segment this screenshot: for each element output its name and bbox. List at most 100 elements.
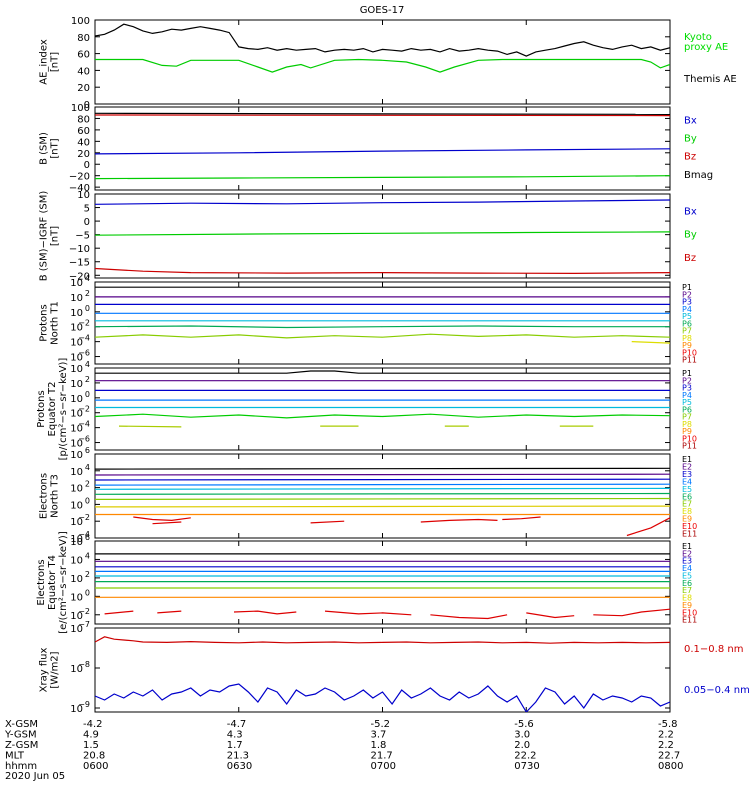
series-line-pn-7 (631, 341, 670, 344)
y-tick-exponent: −2 (78, 607, 90, 616)
legend-label-ee-9: E10 (682, 608, 697, 617)
y-tick-label: 10 (70, 394, 83, 405)
y-axis-label: Protons (36, 390, 47, 427)
y-tick-label: 100 (71, 103, 90, 114)
legend-label-pn-1: P2 (682, 290, 692, 299)
orbit-value: 21.7 (371, 751, 393, 762)
legend-label-en-7: E8 (682, 507, 692, 516)
series-line-en-11 (310, 520, 345, 524)
y-tick-exponent: 2 (85, 375, 90, 384)
y-tick-exponent: −9 (78, 700, 90, 709)
series-line-pn-5 (95, 325, 670, 329)
y-tick-exponent: −6 (78, 349, 90, 358)
legend-label-xr-1: 0.05−0.4 nm (684, 685, 750, 696)
y-tick-label: 10 (70, 555, 83, 566)
legend-label-en-4: E5 (682, 485, 692, 494)
orbit-value: 2.2 (658, 730, 674, 741)
series-line-bd-2 (95, 267, 670, 275)
panel-frame (94, 453, 671, 539)
series-line-en-2 (95, 478, 670, 481)
y-axis-label: Equator T2 (47, 382, 58, 437)
orbit-value: 4.3 (227, 730, 243, 741)
series-line-ee-11 (324, 610, 412, 616)
legend-label-b-3: Bmag (684, 170, 713, 181)
orbit-value: 20.8 (83, 751, 105, 762)
y-axis-label: [e/(cm²−s−sr−keV)] (58, 531, 69, 634)
chart-title: GOES-17 (360, 5, 405, 16)
series-line-b-2 (95, 148, 670, 155)
legend-label-ee-8: E9 (682, 601, 692, 610)
y-tick-exponent: 2 (85, 570, 90, 579)
legend-label-ee-4: E5 (682, 571, 692, 580)
orbit-value: -5.2 (371, 719, 391, 730)
y-tick-label: 10 (70, 517, 83, 528)
legend-label-b-1: By (684, 134, 697, 145)
y-tick-label: 0 (84, 217, 90, 228)
orbit-value: 0600 (83, 761, 108, 772)
panel-frame (94, 193, 671, 279)
orbit-value: 2.0 (514, 740, 530, 751)
series-line-en-13 (502, 516, 541, 521)
orbit-value: 1.8 (371, 740, 387, 751)
y-tick-label: 10 (70, 338, 83, 349)
orbit-value: 1.5 (83, 740, 99, 751)
orbit-value: 22.7 (658, 751, 680, 762)
series-line-en-12 (420, 518, 498, 523)
y-tick-label: 10 (70, 484, 83, 495)
series-line-pe-5 (95, 413, 670, 419)
y-tick-exponent: 6 (85, 533, 90, 542)
y-tick-exponent: −6 (78, 435, 90, 444)
legend-label-ee-1: E2 (682, 549, 692, 558)
y-axis-label: AE_index (39, 39, 50, 85)
y-tick-label: −40 (69, 183, 90, 194)
legend-label-pn-2: P3 (682, 298, 692, 307)
series-line-bd-0 (95, 199, 670, 205)
y-tick-exponent: 4 (85, 274, 90, 283)
series-line-ae-0 (95, 23, 670, 57)
y-tick-label: 10 (70, 308, 83, 319)
y-tick-exponent: 6 (85, 446, 90, 455)
y-axis-label: Equator T4 (47, 555, 58, 610)
orbit-value: 0630 (227, 761, 252, 772)
y-tick-label: 0 (84, 100, 90, 111)
y-tick-label: 10 (70, 379, 83, 390)
y-tick-label: 10 (70, 467, 83, 478)
panel-bd: 10 5 0 −5 −10 −15 −20 B (SM)−IGRF (SM) [nT] Bx By B… (39, 190, 697, 282)
y-axis-label: Protons (39, 304, 50, 341)
y-tick-label: 10 (70, 500, 83, 511)
orbit-row-label: Z-GSM (5, 740, 38, 751)
y-tick-exponent: 4 (85, 360, 90, 369)
legend-label-ee-10: E11 (682, 616, 697, 625)
series-line-b-1 (95, 114, 670, 117)
y-tick-label: 20 (77, 83, 90, 94)
legend-label-ee-3: E4 (682, 564, 692, 573)
legend-label-en-3: E4 (682, 477, 692, 486)
y-axis-label: North T3 (50, 474, 61, 518)
legend-label-pn-7: P8 (682, 334, 692, 343)
series-line-en-6 (95, 497, 670, 500)
orbit-value: 4.9 (83, 730, 99, 741)
series-line-pn-6 (95, 333, 670, 339)
y-tick-exponent: 0 (85, 496, 90, 505)
series-line-en-7 (95, 505, 670, 508)
legend-label-en-5: E6 (682, 492, 692, 501)
orbit-row-label: MLT (5, 751, 25, 762)
orbit-row-label: Y-GSM (4, 730, 37, 741)
y-tick-exponent: −7 (78, 620, 90, 629)
y-tick-label: 10 (70, 704, 83, 715)
legend-label-en-6: E7 (682, 500, 692, 509)
y-tick-label: 10 (70, 537, 83, 548)
y-tick-label: 10 (70, 424, 83, 435)
series-line-ee-13 (526, 612, 575, 619)
y-tick-label: 10 (70, 323, 83, 334)
orbit-value: -4.7 (227, 719, 247, 730)
series-line-b-0 (95, 112, 670, 116)
orbit-value: -5.6 (514, 719, 534, 730)
series-line-ee-10 (233, 610, 297, 615)
y-tick-exponent: −4 (78, 530, 90, 539)
y-tick-label: 80 (77, 33, 90, 44)
legend-label-bd-2: Bz (684, 253, 696, 264)
